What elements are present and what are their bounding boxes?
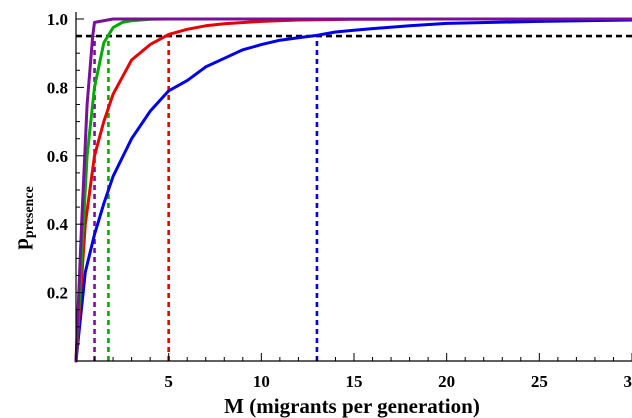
y-tick-label: 0.4 [47,215,69,234]
series-layer [74,17,632,363]
y-tick-label: 0.6 [47,147,68,166]
y-tick-label: 1.0 [47,10,68,29]
x-tick-label: 30 [624,372,632,391]
x-tick-label: 5 [164,372,173,391]
x-tick-label: 10 [253,372,270,391]
y-axis-title: ppresence [9,186,37,250]
x-tick-label: 20 [438,372,455,391]
plot-area [76,34,632,361]
x-axis-title: M (migrants per generation) [224,394,480,418]
series-line-2 [74,17,632,363]
svg-text:ppresence: ppresence [9,186,37,250]
y-axis-title-main: p [9,238,33,250]
y-tick-label: 0.8 [47,78,68,97]
y-tick-label: 0.2 [47,284,68,303]
series-line-3 [74,17,632,363]
series-line-1 [74,18,632,363]
series-line-4 [74,17,632,363]
x-tick-label: 15 [346,372,363,391]
x-tick-label: 25 [531,372,548,391]
axes-layer: 5 10 15 20 25 30 0.2 0.4 0.6 0.8 1.0 [47,10,632,391]
y-axis-title-subscript: presence [22,186,37,238]
